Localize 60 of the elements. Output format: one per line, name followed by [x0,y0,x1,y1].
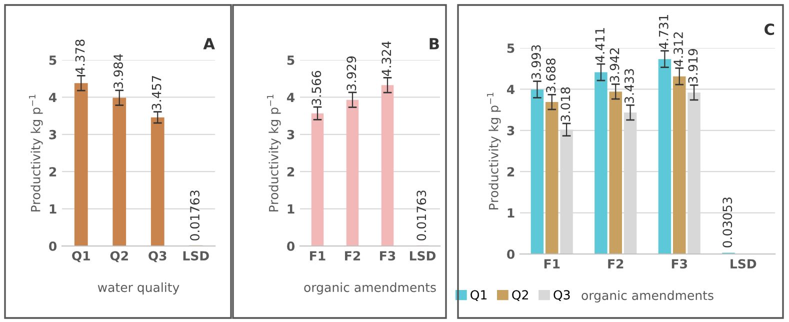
data-label: 0.03053 [722,198,732,248]
x-tick-label: LSD [183,251,209,261]
data-label: 3.688 [546,58,556,92]
x-tick-label: F2 [608,259,624,268]
chart-title: C [764,24,774,36]
y-tick-label: 2 [287,167,294,176]
data-label: 0.01763 [190,190,200,240]
data-label: 3.919 [688,48,698,83]
data-label: 4.378 [75,40,85,74]
y-tick-label: 1 [288,204,294,214]
y-tick-label: 3 [287,130,294,140]
x-axis-title: organic amendments [304,282,436,294]
y-tick-label: 5 [49,56,56,65]
chart-title: A [203,38,215,50]
x-tick-label: Q1 [72,251,90,262]
y-axis-title: Productivity kg p$^{−1}$ [487,92,501,210]
y-tick-label: 0 [507,249,515,259]
data-label: 4.324 [382,42,392,76]
y-axis-title: Productivity kg p$^{−1}$ [29,94,43,212]
data-label: 4.312 [674,32,683,66]
x-tick-label: Q3 [148,251,166,262]
x-tick-label: LSD [410,251,436,261]
y-tick-label: 4 [507,84,515,94]
chart-title: B [430,38,439,50]
data-label: 3.993 [531,45,541,80]
y-tick-label: 2 [49,167,56,176]
y-tick-label: 4 [49,92,57,102]
x-axis-title: water quality [98,282,180,294]
x-tick-label: F1 [310,251,326,260]
data-label: 4.731 [658,14,668,49]
legend-label: Q2 [512,290,528,302]
data-label: 3.018 [560,87,570,122]
y-tick-label: 4 [287,92,295,102]
x-tick-label: F3 [672,259,687,269]
x-axis-title: organic amendments [582,290,714,302]
legend-label: Q3 [554,290,570,302]
y-tick-label: 5 [287,56,294,65]
y-tick-label: 0 [49,241,57,251]
data-label: 3.942 [610,48,620,82]
y-tick-label: 3 [49,130,56,140]
y-tick-label: 1 [50,204,56,214]
data-label: 4.411 [595,28,604,62]
y-axis-title: Productivity kg p$^{−1}$ [267,94,281,212]
x-tick-label: F2 [345,251,360,260]
data-label: 0.01763 [416,190,426,240]
data-label: 3.566 [312,70,322,105]
data-label: 3.457 [152,76,162,110]
x-tick-label: LSD [730,259,756,269]
x-tick-label: F3 [380,251,396,261]
y-tick-label: 0 [287,241,295,251]
x-tick-label: Q2 [110,251,128,262]
y-tick-label: 1 [508,208,514,218]
data-label: 3.984 [114,54,123,88]
y-tick-label: 2 [507,167,514,176]
y-tick-label: 5 [507,44,514,53]
x-tick-label: F1 [544,259,560,268]
legend-label: Q1 [470,290,487,302]
data-label: 3.433 [624,69,634,103]
data-label: 3.929 [346,56,356,90]
y-tick-label: 3 [507,126,514,136]
